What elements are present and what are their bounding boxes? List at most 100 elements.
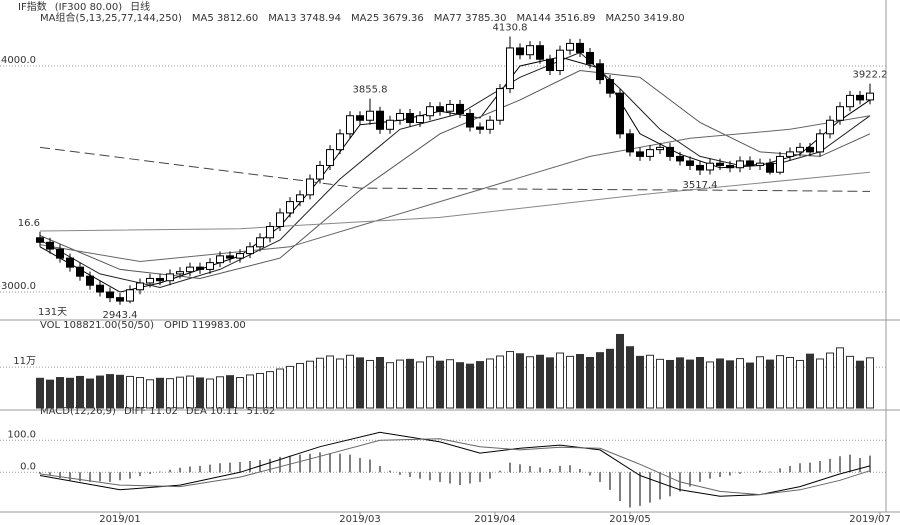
- volume-bar: [106, 374, 114, 409]
- volume-bar: [666, 359, 674, 409]
- volume-bar: [716, 358, 724, 409]
- volume-bar: [476, 361, 484, 409]
- ma-line: [39, 438, 871, 496]
- candle-body: [716, 162, 724, 166]
- volume-bar: [806, 353, 814, 409]
- candle-body: [136, 282, 144, 291]
- legend-entry: MA144 3516.89: [516, 13, 595, 24]
- ma-line: [39, 146, 871, 192]
- candle-body: [416, 115, 424, 124]
- annotation: 4130.8: [493, 22, 528, 33]
- candle-body: [446, 103, 454, 112]
- candle-body: [686, 160, 694, 166]
- volume-bar: [236, 377, 244, 409]
- header-text: DEA 10.11: [186, 406, 239, 417]
- period-count: 131天: [38, 307, 67, 318]
- candle-body: [666, 146, 674, 157]
- volume-bar: [56, 377, 64, 409]
- ma-line: [39, 115, 871, 263]
- volume-bar: [276, 368, 284, 409]
- volume-bar: [406, 358, 414, 409]
- volume-bar: [566, 355, 574, 409]
- volume-bar: [866, 357, 874, 409]
- candle-body: [866, 92, 874, 101]
- candle-body: [626, 133, 634, 153]
- candle-body: [246, 246, 254, 255]
- header-text: (IF300 80.00): [55, 2, 122, 13]
- candle-body: [726, 164, 734, 169]
- legend-entry: MA25 3679.36: [351, 13, 424, 24]
- volume-bar: [636, 355, 644, 409]
- volume-bar: [296, 362, 304, 409]
- candle-body: [736, 160, 744, 169]
- volume-bar: [586, 356, 594, 409]
- header-text: 51.62: [247, 406, 276, 417]
- volume-bar: [706, 361, 714, 409]
- legend-entry: MA组合(5,13,25,77,144,250): [40, 11, 182, 24]
- candle-body: [216, 255, 224, 264]
- volume-bar: [316, 357, 324, 409]
- y-tick-label: 0.0: [20, 461, 36, 472]
- candle-body: [646, 149, 654, 157]
- volume-bar: [196, 377, 204, 409]
- volume-bar: [386, 362, 394, 409]
- y-tick-label: 11万: [13, 356, 36, 367]
- header-text: DIFF 11.02: [124, 406, 178, 417]
- volume-bar: [436, 360, 444, 409]
- volume-bar: [216, 376, 224, 409]
- header-text: VOL 108821.00(50/50): [40, 320, 154, 331]
- volume-bar: [446, 359, 454, 409]
- candle-body: [506, 47, 514, 90]
- candle-body: [96, 284, 104, 293]
- volume-bar: [836, 347, 844, 409]
- candle-body: [526, 45, 534, 56]
- volume-bar: [506, 351, 514, 409]
- candle-body: [296, 194, 304, 203]
- volume-bar: [826, 352, 834, 409]
- candle-body: [76, 266, 84, 277]
- x-tick-label: 2019/03: [339, 514, 381, 525]
- annotation: 3517.4: [683, 180, 718, 191]
- candle-body: [496, 88, 504, 121]
- volume-bar: [606, 348, 614, 409]
- candle-body: [586, 51, 594, 65]
- volume-bar: [466, 363, 474, 409]
- candle-body: [856, 94, 864, 101]
- ma-line: [39, 171, 871, 232]
- candle-body: [466, 112, 474, 128]
- volume-bar: [846, 355, 854, 409]
- legend-entry: MA77 3785.30: [434, 13, 507, 24]
- volume-bar: [526, 356, 534, 409]
- candle-body: [316, 164, 324, 180]
- volume-bar: [266, 371, 274, 409]
- legend-entry: MA250 3419.80: [606, 13, 685, 24]
- candle-body: [776, 155, 784, 173]
- candle-body: [116, 297, 124, 302]
- candle-body: [356, 115, 364, 121]
- x-tick-label: 2019/01: [99, 514, 141, 525]
- candle-body: [286, 201, 294, 214]
- volume-bar: [686, 359, 694, 409]
- volume-bar: [676, 357, 684, 409]
- volume-bar: [616, 333, 624, 409]
- candle-body: [456, 103, 464, 114]
- ma-line: [39, 431, 871, 497]
- candle-body: [756, 162, 764, 166]
- candle-body: [126, 289, 134, 302]
- volume-bar: [496, 355, 504, 409]
- volume-bar: [646, 354, 654, 409]
- annotation: 2943.4: [103, 310, 138, 321]
- volume-bar: [726, 360, 734, 409]
- candle-body: [396, 112, 404, 121]
- candle-body: [596, 63, 604, 81]
- volume-bar: [286, 365, 294, 409]
- volume-bar: [796, 359, 804, 409]
- volume-bar: [756, 356, 764, 409]
- candle-body: [206, 262, 214, 270]
- volume-bar: [546, 357, 554, 409]
- candle-body: [546, 58, 554, 72]
- volume-bar: [256, 372, 264, 409]
- volume-bar: [176, 376, 184, 409]
- volume-bar: [536, 354, 544, 409]
